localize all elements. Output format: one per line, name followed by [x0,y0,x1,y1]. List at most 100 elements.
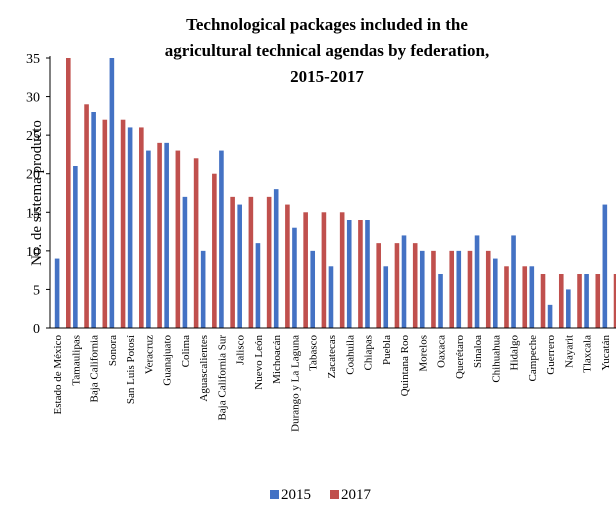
bar-2017-veracruz [157,142,162,328]
bar-2015-aguascalientes [200,250,206,328]
x-tick-label: Morelos [417,335,429,372]
bar-2015-veracruz [146,150,151,328]
bar-2017-durango-y-la-laguna [303,212,308,328]
bar-2015-durango-y-la-laguna [292,227,297,328]
x-tick-label: Baja California [89,335,101,403]
x-tick-label: Zacatecas [326,335,338,378]
x-tick-label: Tlaxcala [582,335,594,373]
bar-2015-baja-california [91,112,96,328]
bar-2017-baja-california [102,119,108,329]
x-tick-label: Sonora [107,335,119,366]
bar-2017-sonora [120,119,126,329]
x-tick-label: Quintana Roo [399,335,411,397]
x-tick-label: Jalisco [235,335,247,365]
bars-layer [54,58,616,329]
axes-layer [46,56,616,329]
bar-2015-campeche [529,266,535,328]
x-tick-label: San Luis Potosí [125,335,137,404]
legend-swatch-2015 [270,490,279,499]
x-tick-label: Querétaro [454,335,466,379]
x-tick-label: Aguascalientes [198,335,210,402]
y-tick-label: 15 [26,206,40,221]
x-tick-label: Baja California Sur [217,335,229,421]
y-tick-labels: 0 5 10 15 20 25 30 35 [26,52,40,337]
bar-2017-quintana-roo [412,243,418,328]
bar-2015-jalisco [237,204,242,328]
x-tick-label: Michoacán [271,335,283,384]
x-tick-label: Tabasco [308,335,320,371]
y-tick-label: 20 [26,168,40,183]
y-tick-label: 0 [33,322,40,337]
x-tick-label: Durango y La Laguna [290,335,302,432]
bar-2015-yucatán [602,204,608,328]
bar-2017-tabasco [321,212,327,328]
bar-2015-chiapas [365,220,370,328]
bar-2017-yucatán [613,274,616,328]
bar-2017-campeche [540,274,546,328]
y-tick-label: 10 [26,245,40,260]
x-tick-label: Guerrero [545,335,557,375]
x-tick-label: Puebla [381,335,393,365]
x-tick-labels: Estado de México Tamaulipas Baja Californi… [52,335,612,432]
bar-2015-oaxaca [438,274,443,328]
x-tick-label: Nayarit [563,335,575,368]
bar-2017-san-luis-potosí [139,127,144,329]
x-tick-label: Colima [180,335,192,368]
bar-2017-guerrero [558,274,564,328]
chart-title-line-2: agricultural technical agendas by federa… [165,41,489,60]
x-tick-label: Hidalgo [509,335,521,371]
x-tick-label: Guanajuato [162,335,174,386]
bar-2015-tlaxcala [584,274,589,328]
x-tick-label: Coahuila [344,335,356,375]
bar-2017-nuevo-león [266,196,272,328]
bar-2017-sinaloa [485,250,491,328]
chart-title: Technological packages included in the a… [165,15,489,86]
bar-2015-zacatecas [328,266,334,328]
legend-label-2017: 2017 [341,487,372,503]
x-tick-label: Yucatán [600,335,612,371]
bar-2017-colima [193,158,199,328]
bar-2015-estado-de-méxico [54,258,60,328]
y-tick-label: 5 [33,283,40,298]
bar-2017-chiapas [376,243,381,328]
bar-2015-san-luis-potosí [127,127,133,329]
bar-2015-michoacán [273,189,279,328]
bar-2017-morelos [431,250,436,328]
chart-title-line-3: 2015-2017 [290,67,364,86]
y-axis-label: No. de sistema producto [29,120,45,266]
bar-2015-nuevo-león [255,243,261,328]
bar-2015-tabasco [310,250,316,328]
bar-2017-aguascalientes [212,173,217,328]
bar-2015-quintana-roo [401,235,407,328]
y-tick-label: 35 [26,52,40,67]
x-tick-label: Campeche [527,335,539,382]
y-tick-label: 25 [26,129,40,144]
bar-2015-guerrero [547,304,553,328]
bar-2017-jalisco [248,196,254,328]
bar-2015-puebla [383,266,389,328]
x-tick-label: Chihuahua [490,335,502,383]
bar-2017-querétaro [467,250,473,328]
bar-2015-guanajuato [164,142,169,328]
bar-2017-puebla [394,243,400,328]
bar-2015-morelos [419,250,425,328]
y-tick-label: 30 [26,91,40,106]
bar-2015-chihuahua [492,258,498,328]
bar-2017-chihuahua [504,266,509,328]
chart-title-line-1: Technological packages included in the [186,15,468,34]
bar-2015-coahuila [346,220,352,328]
x-tick-label: Estado de México [52,335,64,415]
bar-2015-sonora [109,58,115,328]
bar-2017-tlaxcala [595,274,601,328]
bar-2017-coahuila [358,220,363,328]
bar-2017-baja-california-sur [230,196,235,328]
x-tick-label: Veracruz [143,335,155,374]
legend-label-2015: 2015 [281,487,311,503]
x-tick-label: Nuevo León [253,335,265,390]
x-tick-label: Chiapas [363,335,375,370]
bar-2015-colima [182,196,188,328]
bar-2017-hidalgo [522,266,528,328]
bar-2015-nayarit [566,289,571,328]
bar-2015-querétaro [456,250,462,328]
